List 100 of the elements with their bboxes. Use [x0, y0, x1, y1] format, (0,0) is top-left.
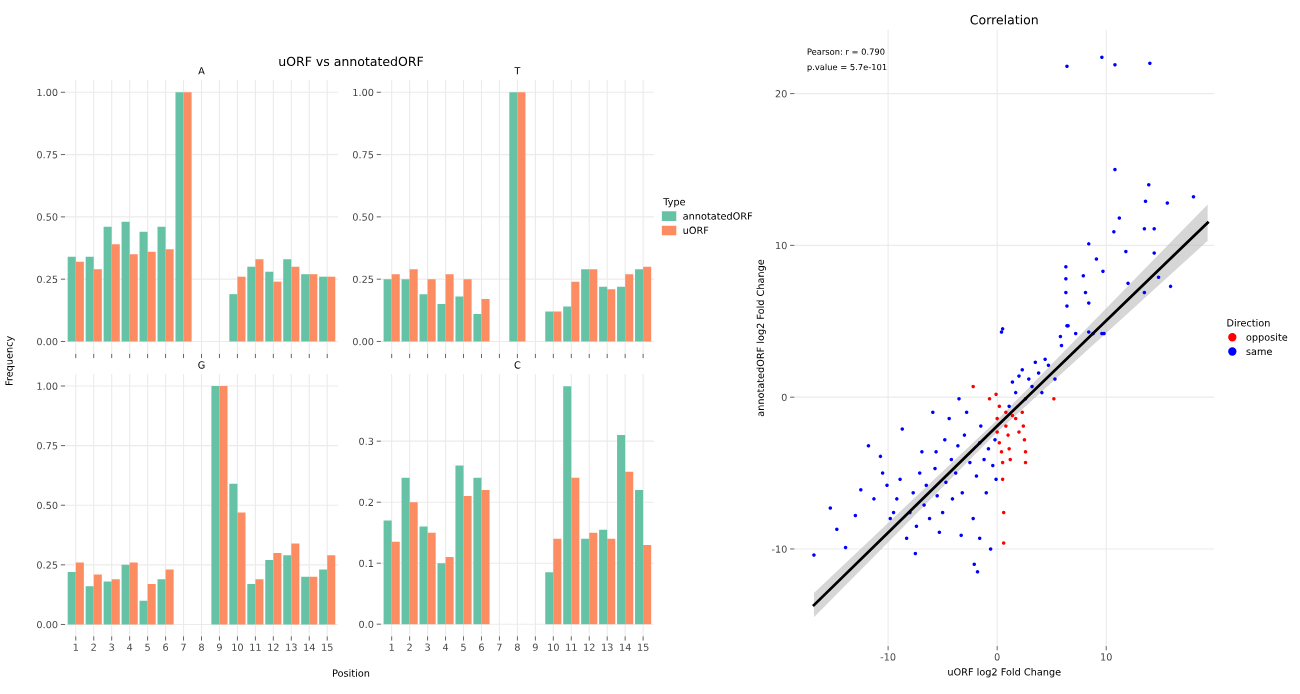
bar: [273, 281, 282, 342]
bar: [157, 579, 166, 625]
bar: [129, 254, 138, 342]
bar: [473, 477, 482, 625]
bar: [553, 311, 562, 342]
bar: [383, 279, 392, 342]
bar: [255, 579, 264, 625]
bar: [309, 274, 318, 342]
bar: [301, 274, 310, 342]
bar: [309, 576, 318, 625]
bar: [427, 279, 436, 342]
bar: [625, 274, 634, 342]
bar: [319, 569, 328, 625]
bar: [437, 304, 446, 342]
bar: [291, 266, 300, 342]
bar: [409, 502, 418, 625]
bar: [273, 552, 282, 625]
bar: [265, 560, 274, 625]
bar: [545, 572, 554, 625]
bar: [165, 249, 174, 342]
bar: [589, 532, 598, 625]
bar: [237, 512, 246, 625]
bar: [93, 269, 102, 342]
bar: [93, 574, 102, 625]
bar: [283, 259, 292, 342]
bar: [617, 435, 626, 625]
bar: [103, 581, 112, 625]
bar: [617, 286, 626, 342]
bar: [139, 600, 148, 625]
bar: [607, 538, 616, 625]
bar: [509, 92, 518, 342]
bar: [121, 221, 130, 342]
bar: [183, 92, 192, 342]
bar: [237, 276, 246, 342]
bar: [147, 251, 156, 342]
bar: [553, 538, 562, 625]
bar: [103, 226, 112, 342]
bar: [121, 564, 130, 625]
bar: [581, 538, 590, 625]
bar: [247, 266, 256, 342]
bar: [445, 557, 454, 625]
bar: [327, 555, 336, 625]
bar: [291, 543, 300, 625]
bar: [139, 231, 148, 342]
bar: [67, 572, 76, 625]
bar: [211, 385, 220, 625]
bar: [437, 563, 446, 625]
bar: [463, 496, 472, 625]
bar: [643, 544, 652, 625]
bar: [147, 583, 156, 625]
bar: [111, 244, 120, 342]
bar: [175, 92, 184, 342]
bar: [85, 256, 94, 342]
bar: [383, 520, 392, 625]
bar: [607, 289, 616, 342]
bar: [229, 294, 238, 342]
bar: [635, 269, 644, 342]
bar: [419, 294, 428, 342]
bar: [265, 271, 274, 342]
bar: [85, 586, 94, 625]
bar: [401, 477, 410, 625]
bar: [571, 477, 580, 625]
bar: [255, 259, 264, 342]
bar: [445, 274, 454, 342]
bar: [427, 532, 436, 625]
bar: [643, 266, 652, 342]
bar: [283, 555, 292, 625]
bar: [563, 386, 572, 625]
bar: [635, 489, 644, 625]
bar: [517, 92, 526, 342]
bar: [599, 286, 608, 342]
bar: [419, 526, 428, 625]
bar: [625, 471, 634, 625]
bar: [463, 279, 472, 342]
bar: [327, 276, 336, 342]
bar: [229, 483, 238, 625]
bar: [545, 311, 554, 342]
bar: [571, 281, 580, 342]
bar: [473, 314, 482, 342]
bar: [219, 385, 228, 625]
bar: [401, 279, 410, 342]
bar: [247, 583, 256, 625]
bar: [563, 306, 572, 342]
bar: [129, 562, 138, 625]
bar: [455, 465, 464, 625]
bar: [409, 269, 418, 342]
bar: [581, 269, 590, 342]
bar: [391, 541, 400, 625]
bar: [481, 299, 490, 342]
bar: [599, 529, 608, 625]
bar: [455, 296, 464, 342]
bar: [111, 579, 120, 625]
bar: [391, 274, 400, 342]
bar: [589, 269, 598, 342]
bar: [319, 276, 328, 342]
bar: [75, 562, 84, 625]
bar: [157, 226, 166, 342]
bar: [481, 489, 490, 625]
bar: [67, 256, 76, 342]
bar: [301, 576, 310, 625]
